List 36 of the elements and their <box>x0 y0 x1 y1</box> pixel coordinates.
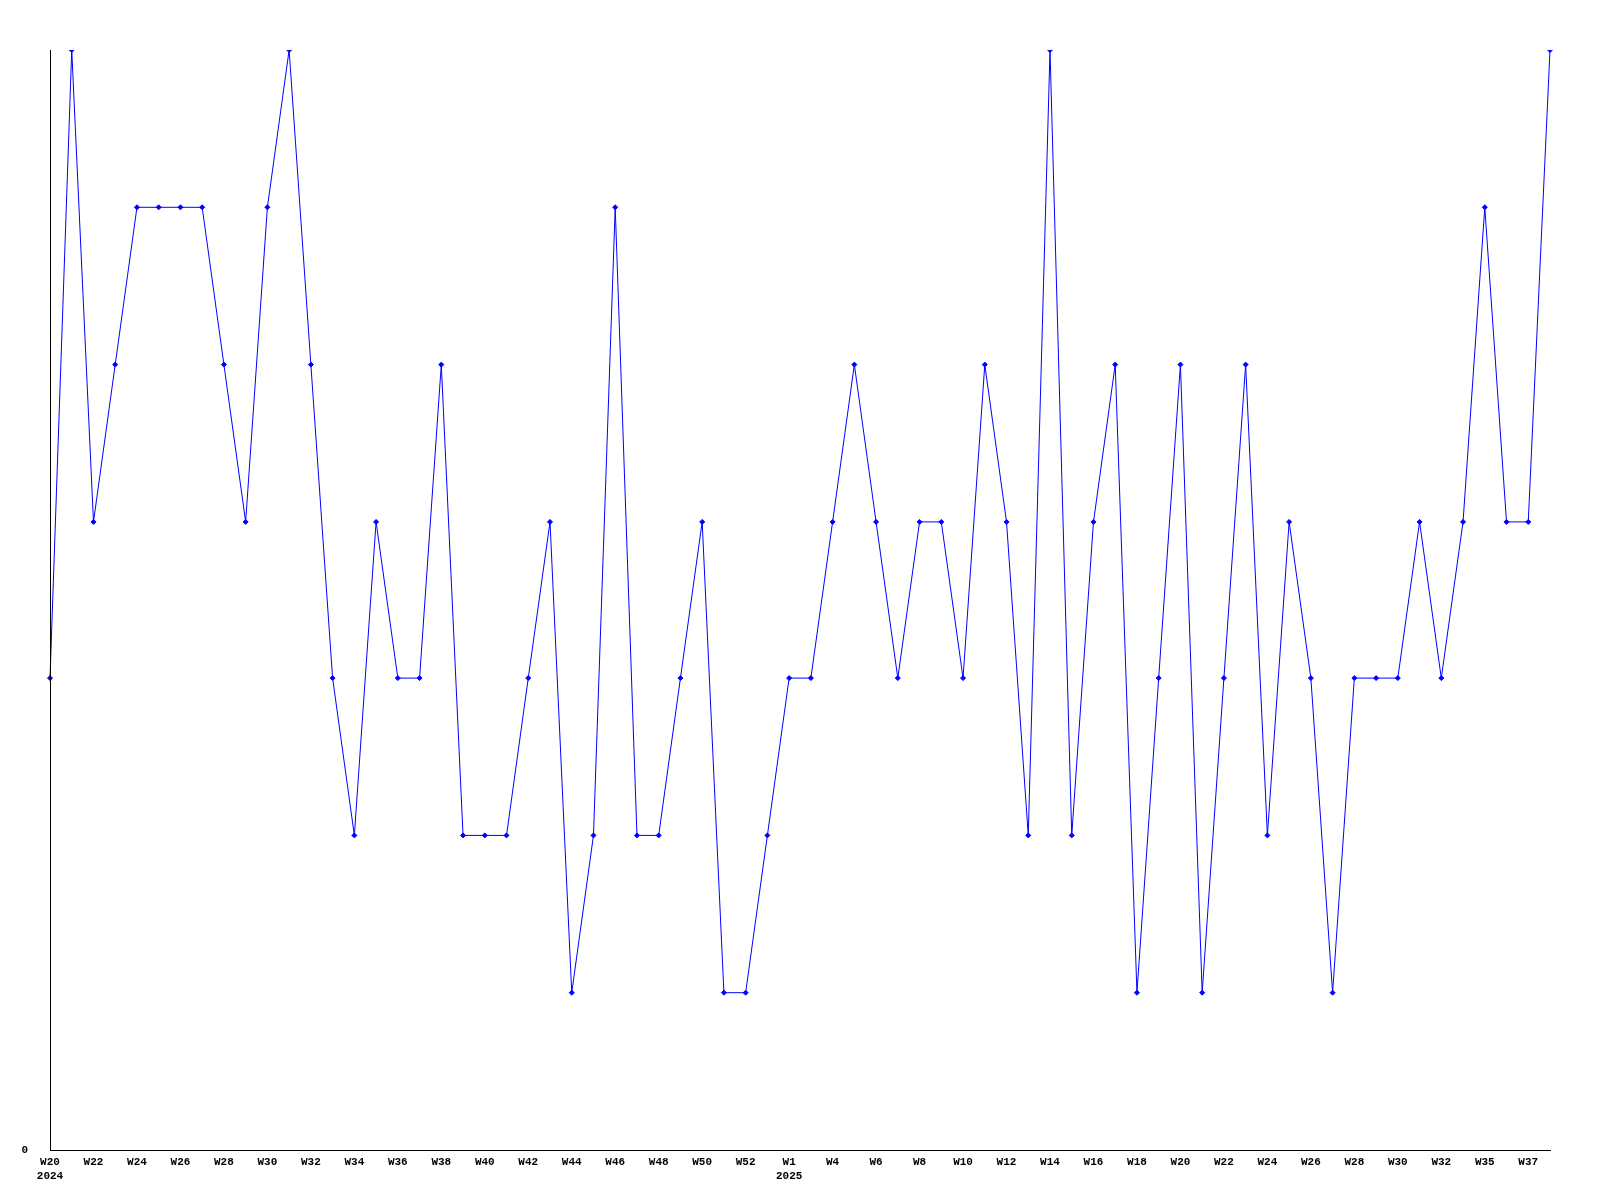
x-tick-label: W30 <box>257 1156 278 1169</box>
x-tick-label: W37 <box>1518 1156 1539 1169</box>
x-tick-label: W38 <box>431 1156 452 1169</box>
x-tick-label: W30 <box>1387 1156 1408 1169</box>
x-tick-label: W22 <box>83 1156 104 1169</box>
x-tick-label: W26 <box>1300 1156 1321 1169</box>
x-tick-label: W32 <box>300 1156 321 1169</box>
x-tick-label: W4 <box>826 1156 840 1169</box>
x-tick-label: W18 <box>1127 1156 1148 1169</box>
x-tick-label: W40 <box>474 1156 495 1169</box>
x-tick-label: W20 2024 <box>36 1156 64 1182</box>
text: 0 <box>21 1143 28 1156</box>
x-tick-label: W36 <box>387 1156 408 1169</box>
x-tick-label: W10 <box>953 1156 973 1169</box>
x-tick-label: W42 <box>518 1156 539 1169</box>
x-tick-label: W12 <box>996 1156 1017 1169</box>
x-tick-label: W28 <box>214 1156 235 1169</box>
x-tick-label: W20 <box>1170 1156 1191 1169</box>
x-tick-label: W28 <box>1344 1156 1365 1169</box>
x-tick-label: W22 <box>1214 1156 1234 1169</box>
x-tick-label: W24 <box>127 1156 148 1169</box>
x-tick-label: W35 <box>1474 1156 1496 1169</box>
x-tick-label: W1 2025 <box>775 1156 803 1182</box>
x-tick-label: W16 <box>1083 1156 1104 1169</box>
x-tick-label: W48 <box>648 1156 669 1169</box>
x-tick-label: W44 <box>561 1156 583 1169</box>
x-tick-label: W6 <box>869 1156 883 1169</box>
x-tick-label: W46 <box>605 1156 626 1169</box>
x-tick-label: W8 <box>912 1156 927 1169</box>
x-tick-label: W26 <box>170 1156 191 1169</box>
x-tick-label: W50 <box>692 1156 713 1169</box>
x-tick-label: W52 <box>735 1156 756 1169</box>
x-tick-label: W14 <box>1040 1156 1061 1169</box>
x-tick-label: W24 <box>1257 1156 1278 1169</box>
x-tick-label: W32 <box>1431 1156 1452 1169</box>
x-tick-label: W34 <box>344 1156 365 1169</box>
